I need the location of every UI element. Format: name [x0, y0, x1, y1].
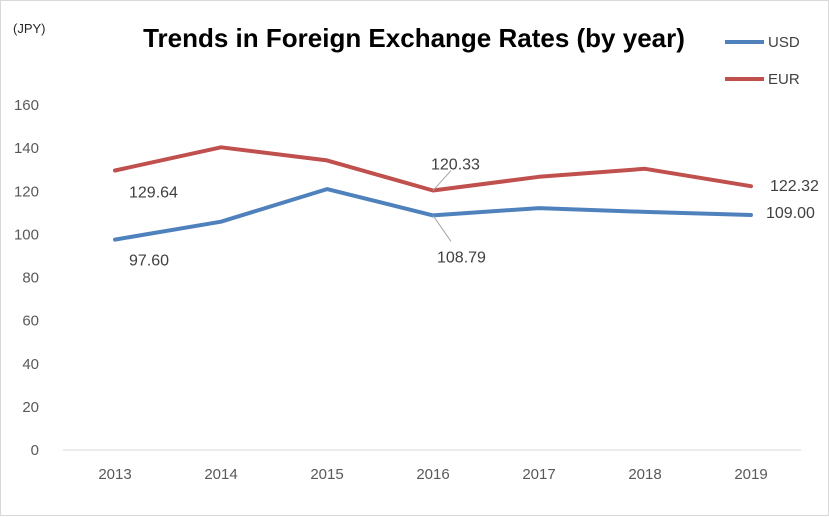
y-axis-unit-label: (JPY)	[13, 21, 46, 36]
y-tick-label: 40	[22, 356, 39, 373]
legend: USD EUR	[725, 34, 800, 88]
y-axis-ticks: 0 20 40 60 80 100 120 140 160	[14, 97, 39, 459]
y-tick-label: 60	[22, 313, 39, 330]
y-tick-label: 0	[31, 442, 39, 459]
data-label-eur: 122.32	[770, 178, 819, 195]
x-tick-label: 2014	[204, 466, 237, 483]
series-line-usd	[113, 187, 753, 242]
x-tick-label: 2019	[734, 466, 767, 483]
legend-label-usd: USD	[768, 34, 800, 51]
x-axis-ticks: 2013 2014 2015 2016 2017 2018 2019	[98, 466, 767, 483]
data-label-usd: 108.79	[437, 249, 486, 266]
legend-label-eur: EUR	[768, 71, 800, 88]
y-tick-label: 120	[14, 183, 39, 200]
data-label-leader	[432, 215, 452, 242]
y-tick-label: 100	[14, 226, 39, 243]
y-tick-label: 80	[22, 270, 39, 287]
y-tick-label: 20	[22, 399, 39, 416]
x-tick-label: 2015	[310, 466, 343, 483]
data-labels: 97.60 108.79 109.00 129.64 120.33 122.32	[129, 157, 819, 270]
x-tick-label: 2016	[416, 466, 449, 483]
data-label-eur: 120.33	[431, 157, 480, 174]
data-label-usd: 97.60	[129, 253, 169, 270]
chart-title: Trends in Foreign Exchange Rates (by yea…	[143, 23, 685, 53]
y-tick-label: 160	[14, 97, 39, 114]
x-tick-label: 2013	[98, 466, 131, 483]
y-tick-label: 140	[14, 140, 39, 157]
data-label-usd: 109.00	[766, 205, 815, 222]
data-label-leader	[432, 170, 452, 191]
x-tick-label: 2018	[628, 466, 661, 483]
data-label-eur: 129.64	[129, 184, 178, 201]
x-tick-label: 2017	[522, 466, 555, 483]
